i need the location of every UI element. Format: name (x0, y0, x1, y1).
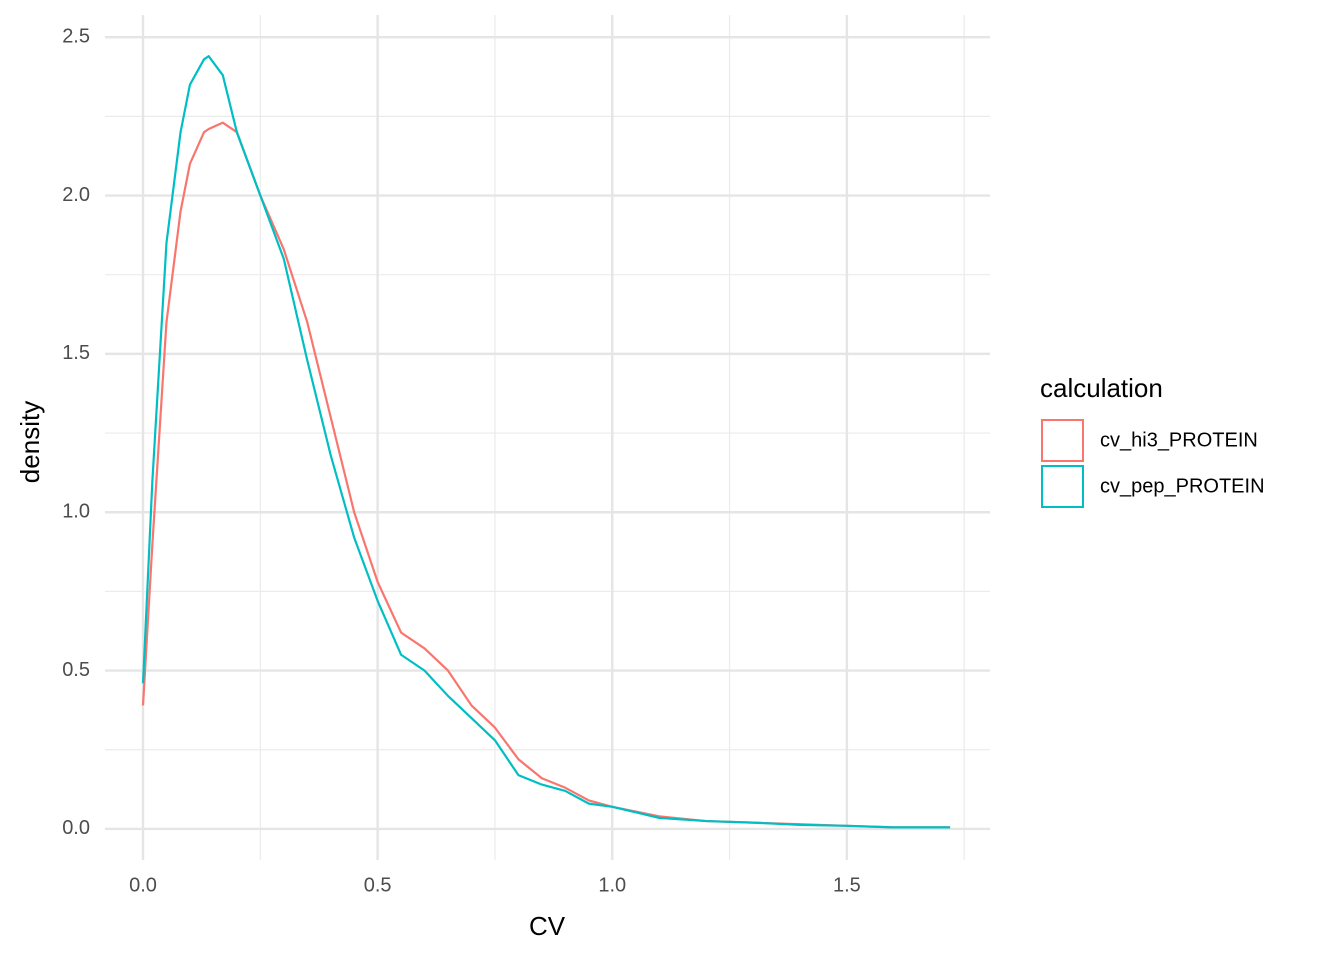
legend-key (1041, 465, 1084, 508)
y-tick-label: 1.5 (62, 342, 90, 364)
x-tick-label: 0.0 (129, 874, 157, 896)
legend-title: calculation (1040, 373, 1163, 403)
y-tick-label: 2.5 (62, 25, 90, 47)
legend-key (1041, 419, 1084, 462)
x-tick-label: 0.5 (364, 874, 392, 896)
y-tick-label: 2.0 (62, 184, 90, 206)
y-axis-title: density (15, 401, 45, 483)
legend-label: cv_pep_PROTEIN (1100, 475, 1265, 497)
y-tick-label: 1.0 (62, 501, 90, 523)
density-line (141, 121, 951, 829)
legend-label: cv_hi3_PROTEIN (1100, 429, 1258, 451)
x-axis-title: CV (529, 911, 566, 941)
x-tick-label: 1.0 (598, 874, 626, 896)
y-tick-label: 0.5 (62, 659, 90, 681)
density-line (141, 55, 951, 829)
x-tick-label: 1.5 (833, 874, 861, 896)
y-tick-label: 0.0 (62, 817, 90, 839)
